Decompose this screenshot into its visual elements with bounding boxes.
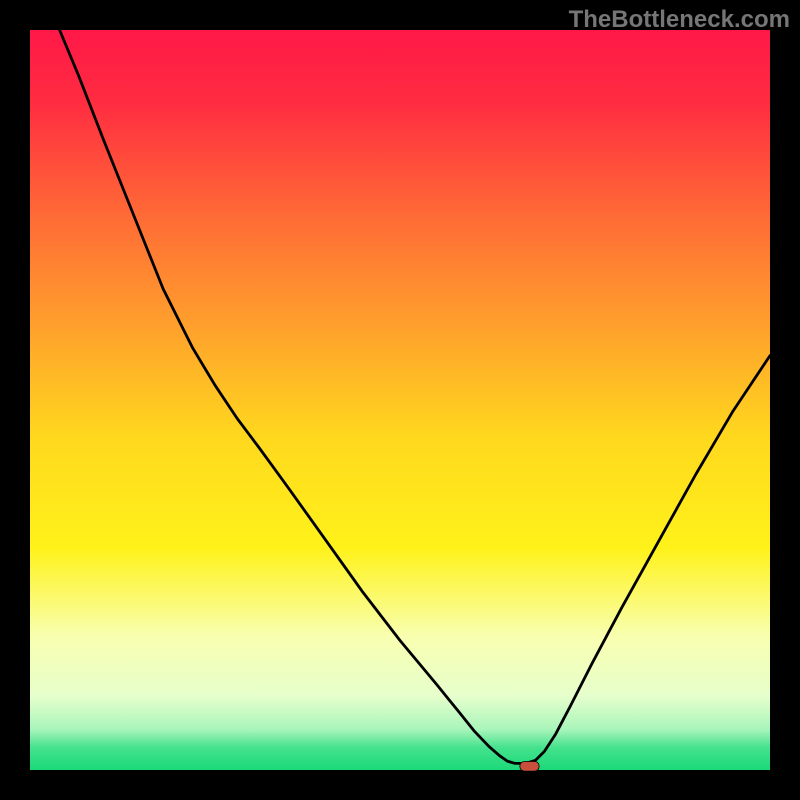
optimal-point-marker: [520, 761, 539, 771]
bottleneck-chart: TheBottleneck.com: [0, 0, 800, 800]
chart-gradient-bg: [30, 30, 770, 770]
chart-svg: [0, 0, 800, 800]
